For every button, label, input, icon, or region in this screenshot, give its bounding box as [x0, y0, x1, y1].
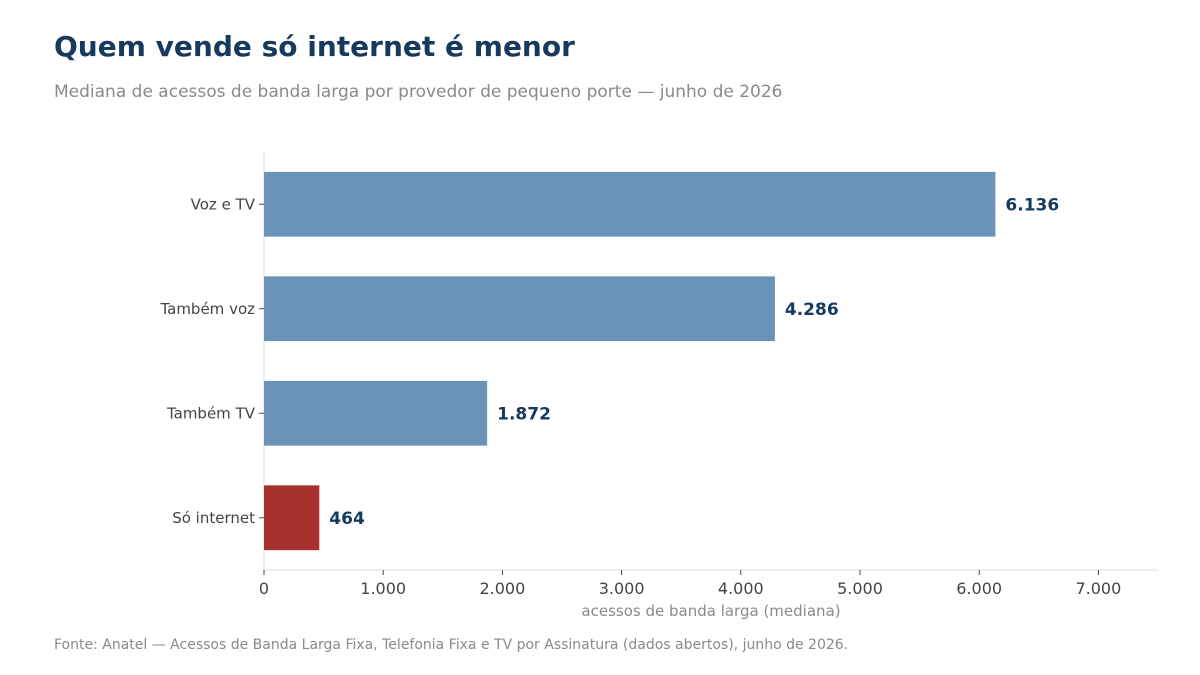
category-label-so-internet: Só internet: [172, 509, 255, 527]
value-label-voz-e-tv: 6.136: [1005, 195, 1059, 215]
x-tick-label-3000: 3.000: [599, 579, 645, 598]
category-label-tambem-voz: Também voz: [159, 300, 255, 318]
x-tick-label-6000: 6.000: [956, 579, 1002, 598]
value-label-tambem-tv: 1.872: [497, 404, 551, 424]
x-axis-label: acessos de banda larga (mediana): [581, 602, 840, 620]
x-tick-label-1000: 1.000: [360, 579, 406, 598]
bars-group: Voz e TV 6.136 Também voz 4.286 Também TV 1.8…: [159, 171, 1059, 551]
chart-title: Quem vende só internet é menor: [54, 30, 575, 63]
x-ticks-group: 0 1.000 2.000 3.000 4.000 5.000 6.000 7.000: [259, 570, 1121, 598]
bar-tambem-tv: [264, 380, 488, 446]
category-label-tambem-tv: Também TV: [166, 404, 256, 422]
bar-tambem-voz: [264, 276, 775, 342]
bar-so-internet: [264, 485, 320, 551]
chart-subtitle: Mediana de acessos de banda larga por pr…: [54, 82, 783, 102]
value-label-so-internet: 464: [329, 509, 365, 529]
x-tick-label-7000: 7.000: [1075, 579, 1121, 598]
source-note: Fonte: Anatel — Acessos de Banda Larga F…: [54, 637, 849, 653]
bar-voz-e-tv: [264, 171, 996, 237]
x-tick-label-0: 0: [259, 579, 269, 598]
category-label-voz-e-tv: Voz e TV: [191, 195, 256, 213]
value-label-tambem-voz: 4.286: [785, 300, 839, 320]
x-tick-label-4000: 4.000: [718, 579, 764, 598]
x-tick-label-5000: 5.000: [837, 579, 883, 598]
x-tick-label-2000: 2.000: [479, 579, 525, 598]
